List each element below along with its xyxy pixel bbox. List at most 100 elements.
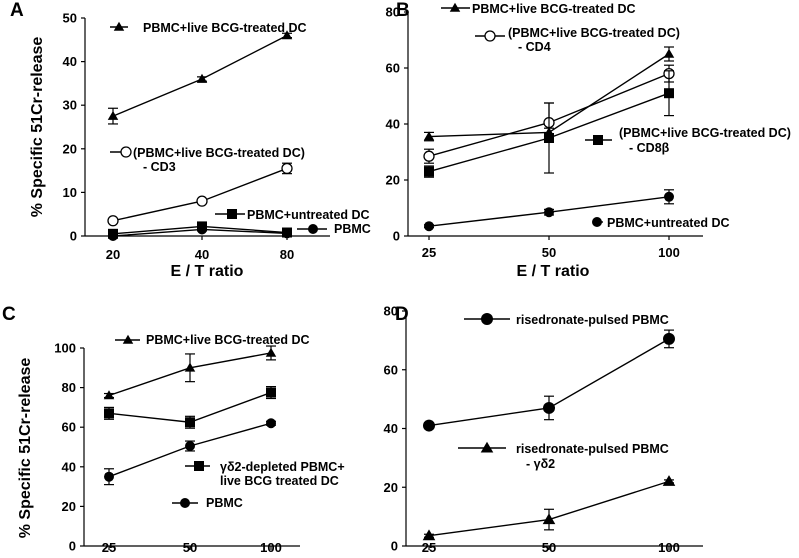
series-4 [108,224,292,241]
data-point [265,347,277,357]
legend-entry-1: risedronate-pulsed PBMC [464,313,669,327]
data-point [543,401,555,414]
y-tick-label: 20 [384,480,398,495]
legend-marker [227,209,237,219]
legend-marker [180,498,190,508]
x-tick-label: 25 [102,540,116,555]
data-point [424,221,434,232]
x-tick-label: 100 [658,245,680,260]
y-axis-title: % Specific 51Cr-release [17,358,34,539]
y-tick-label: 20 [62,499,76,514]
data-point [107,215,119,227]
legend-marker [194,461,204,471]
data-point [104,471,114,482]
y-tick-label: 100 [54,341,76,356]
legend-marker [449,2,461,12]
series-1 [103,345,277,400]
data-point [197,224,207,235]
series-1 [423,329,675,432]
legend-entry-3: PBMC [172,496,243,510]
y-tick-label: 0 [393,229,400,244]
legend-label: PBMC+untreated DC [607,216,730,230]
legend-marker [480,441,494,453]
legend-label-line2: - CD3 [143,160,176,174]
y-tick-label: 10 [63,185,77,200]
legend-entry-3: (PBMC+live BCG-treated DC)- CD8β [585,126,791,155]
y-tick-label: 60 [384,362,398,377]
series-1 [107,30,293,125]
legend-label-line2: - CD4 [518,40,551,54]
legend-marker [484,30,496,42]
panel-label: A [10,0,24,21]
legend-marker [113,21,125,31]
panel-d: D 0 20 40 60 80 25 50 100 risedronate-pulsed PBMC… [384,304,703,555]
data-point [663,48,675,58]
data-point [664,88,674,99]
data-point [266,387,276,398]
y-tick-label: 50 [63,11,77,26]
data-point [281,162,293,175]
data-point [423,131,435,141]
y-tick-label: 20 [386,173,400,188]
legend-entry-2: risedronate-pulsed PBMC- γδ2 [458,441,669,471]
legend-entry-1: PBMC+live BCG-treated DC [441,2,636,16]
data-point [544,133,554,143]
data-point [266,418,276,429]
panel-label: D [395,304,409,325]
y-tick-label: 80 [62,380,76,395]
data-point [422,529,436,541]
data-point [104,408,114,419]
legend-label: (PBMC+live BCG-treated DC) [133,146,305,160]
y-tick-label: 40 [384,421,398,436]
legend-label: γδ2-depleted PBMC+ [220,460,345,474]
legend-entry-2: (PBMC+live BCG-treated DC)- CD4 [475,26,680,54]
legend-entry-1: PBMC+live BCG-treated DC [115,333,310,347]
data-point [281,30,293,40]
panel-c: C 0 20 40 60 80 100 25 50 100 % Specific 51Cr-rele… [2,304,345,555]
x-tick-label: 50 [542,245,556,260]
legend-entry-1: PBMC+live BCG-treated DC [110,21,307,35]
data-point [662,475,676,486]
legend-label: PBMC [206,496,243,510]
legend-marker [481,313,493,325]
data-point [663,332,675,345]
x-tick-label: 100 [260,540,282,555]
legend-label: PBMC+live BCG-treated DC [143,21,307,35]
data-point [103,390,115,400]
legend-label: PBMC+untreated DC [247,208,370,222]
series-2 [104,386,276,429]
x-axis-title: E / T ratio [171,263,244,280]
series-2 [422,475,676,541]
panel-a: A 0 10 20 30 40 50 20 40 80 E / T ratio % Specific … [10,0,371,280]
x-tick-label: 25 [422,540,436,555]
x-tick-label: 100 [658,540,680,555]
panel-label: B [396,0,410,21]
legend-label: PBMC+live BCG-treated DC [472,2,636,16]
y-tick-label: 80 [384,304,398,319]
legend-label: (PBMC+live BCG-treated DC) [619,126,791,140]
data-point [544,207,554,218]
legend-label-line2: live BCG treated DC [220,474,339,488]
y-tick-label: 80 [386,5,400,20]
series-2 [107,162,293,227]
data-point [185,441,195,452]
series-3 [424,70,674,178]
legend-entry-4: PBMC+untreated DC [592,216,730,230]
y-tick-label: 0 [391,539,398,554]
legend-label: risedronate-pulsed PBMC [516,442,669,456]
legend-marker [592,217,602,227]
data-point [424,166,434,177]
legend-marker [122,334,134,344]
data-point [423,419,435,432]
x-tick-label: 50 [542,540,556,555]
legend-label: PBMC [334,222,371,236]
series-line [112,34,288,117]
legend-label-line2: - CD8β [629,141,670,155]
legend-entry-4: PBMC [297,222,371,236]
legend-marker [593,135,603,145]
y-tick-label: 0 [70,229,77,244]
x-tick-label: 20 [106,247,120,262]
data-point [185,417,195,428]
series-3 [104,418,276,486]
